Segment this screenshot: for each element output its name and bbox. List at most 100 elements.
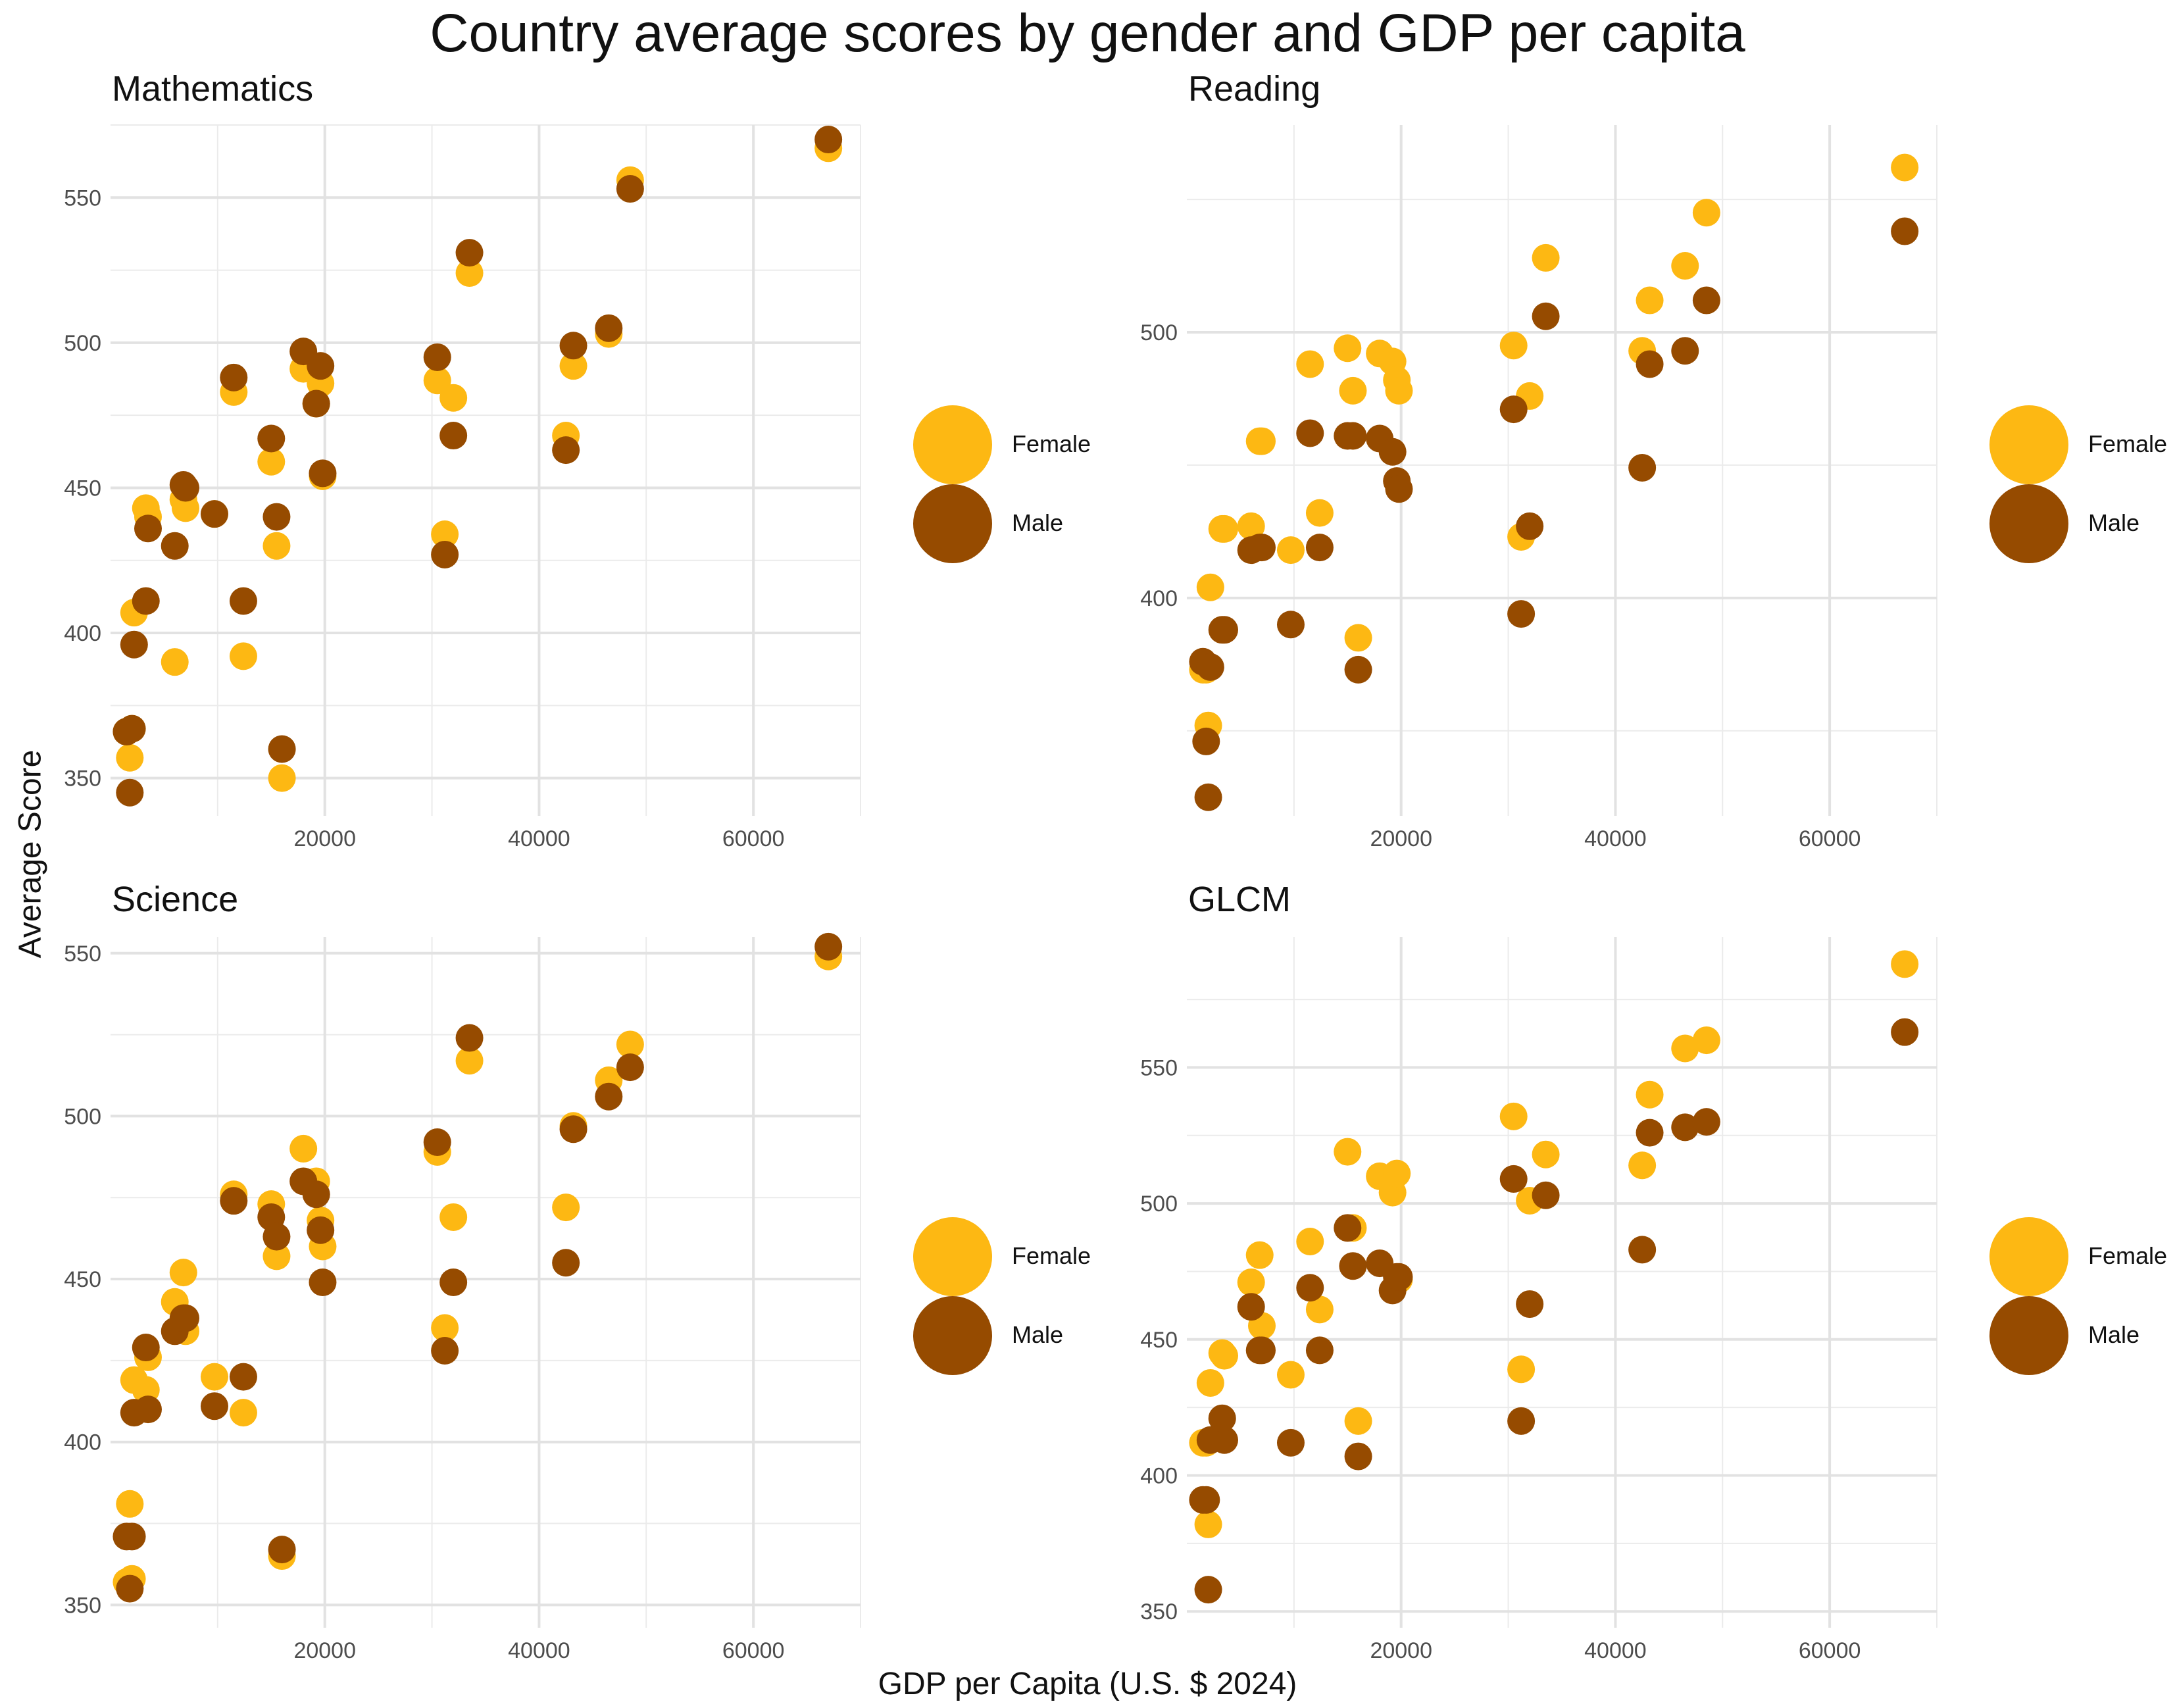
data-point-male bbox=[1532, 302, 1560, 330]
legend-label: Male bbox=[1012, 509, 1064, 536]
data-point-female bbox=[1507, 1355, 1536, 1384]
data-point-male bbox=[302, 389, 330, 418]
data-point-male bbox=[1628, 1236, 1657, 1264]
data-point-female bbox=[1276, 536, 1305, 565]
data-point-female bbox=[1671, 252, 1699, 280]
legend: Female Male bbox=[913, 405, 1124, 576]
y-tick-label: 350 bbox=[64, 766, 101, 791]
data-point-male bbox=[616, 1053, 644, 1082]
data-point-female bbox=[1305, 499, 1334, 527]
data-point-male bbox=[1671, 1113, 1699, 1142]
data-point-male bbox=[1296, 419, 1324, 447]
data-point-female bbox=[559, 352, 588, 380]
legend-label: Female bbox=[1012, 430, 1091, 457]
data-point-female bbox=[1196, 1369, 1224, 1397]
data-point-male bbox=[1891, 217, 1919, 245]
data-point-male bbox=[1378, 438, 1407, 466]
data-point-female bbox=[439, 1203, 468, 1231]
data-point-female bbox=[1891, 153, 1919, 182]
data-point-female bbox=[1532, 243, 1560, 272]
legend-item-female: Female bbox=[913, 405, 1124, 484]
data-point-male bbox=[161, 532, 189, 560]
data-point-male bbox=[559, 332, 588, 360]
y-tick-label: 500 bbox=[64, 1104, 101, 1129]
scatter-plot-mathematics: 20000 40000 60000 350 400 450 500 550 bbox=[64, 124, 861, 851]
data-point-female bbox=[431, 520, 459, 549]
data-point-male bbox=[1507, 600, 1536, 628]
chart-main-title: Country average scores by gender and GDP… bbox=[430, 3, 1745, 63]
y-tick-label: 400 bbox=[1140, 586, 1178, 611]
data-point-male bbox=[220, 363, 248, 391]
data-point-female bbox=[262, 1242, 291, 1270]
data-point-male bbox=[1499, 395, 1528, 424]
x-tick-label: 60000 bbox=[1799, 826, 1861, 851]
data-point-male bbox=[268, 1536, 296, 1564]
data-point-male bbox=[1344, 1442, 1372, 1470]
data-point-male bbox=[559, 1115, 588, 1143]
legend-label: Female bbox=[2088, 1242, 2168, 1269]
data-point-female bbox=[200, 1363, 228, 1391]
data-point-female bbox=[1196, 573, 1224, 601]
y-tick-label: 350 bbox=[64, 1593, 101, 1618]
data-point-female bbox=[439, 384, 468, 412]
data-point-female bbox=[423, 366, 451, 395]
data-point-female bbox=[1248, 427, 1276, 455]
data-point-male bbox=[1636, 1118, 1664, 1147]
x-tick-label: 40000 bbox=[508, 1638, 570, 1663]
data-point-male bbox=[134, 515, 162, 543]
data-point-female bbox=[1628, 1151, 1657, 1180]
data-point-female bbox=[1194, 1510, 1222, 1538]
data-point-female bbox=[1671, 1034, 1699, 1063]
data-point-female bbox=[172, 494, 199, 522]
data-point-male bbox=[1385, 475, 1413, 503]
data-point-male bbox=[1636, 350, 1664, 378]
data-point-female bbox=[1237, 1268, 1265, 1296]
data-point-male bbox=[595, 1082, 623, 1111]
data-point-female bbox=[1334, 1138, 1362, 1166]
data-point-female bbox=[616, 1030, 644, 1059]
data-point-female bbox=[1383, 1159, 1411, 1188]
data-point-male bbox=[172, 1304, 199, 1332]
panel-title: GLCM bbox=[1188, 880, 1291, 919]
legend-item-female: Female bbox=[1989, 1217, 2175, 1296]
y-tick-label: 550 bbox=[64, 186, 101, 211]
panel-title: Reading bbox=[1188, 69, 1321, 109]
data-point-female bbox=[1276, 1361, 1305, 1389]
data-point-male bbox=[552, 1249, 580, 1277]
x-tick-label: 40000 bbox=[1584, 826, 1647, 851]
x-tick-label: 20000 bbox=[1370, 1638, 1432, 1663]
data-point-male bbox=[1339, 1252, 1367, 1280]
data-point-female bbox=[229, 642, 257, 670]
y-tick-label: 350 bbox=[1140, 1599, 1178, 1624]
data-point-male bbox=[1237, 1293, 1265, 1321]
data-point-female bbox=[1636, 1080, 1664, 1109]
data-point-female bbox=[1208, 1339, 1236, 1367]
data-point-male bbox=[439, 422, 468, 450]
y-tick-label: 450 bbox=[1140, 1328, 1178, 1353]
data-point-male bbox=[1507, 1407, 1536, 1435]
data-point-female bbox=[229, 1399, 257, 1427]
data-point-female bbox=[161, 648, 189, 676]
legend-swatch bbox=[913, 405, 992, 484]
data-point-male bbox=[1532, 1181, 1560, 1209]
data-point-female bbox=[455, 1047, 484, 1075]
x-tick-label: 40000 bbox=[1584, 1638, 1647, 1663]
legend-swatch bbox=[1989, 1296, 2068, 1375]
y-axis-label: Average Score bbox=[12, 749, 48, 959]
data-point-male bbox=[307, 352, 335, 380]
data-point-female bbox=[1296, 1227, 1324, 1255]
data-point-male bbox=[309, 459, 337, 488]
data-point-male bbox=[814, 126, 843, 154]
data-point-female bbox=[1385, 376, 1413, 405]
legend-swatch bbox=[1989, 484, 2068, 563]
data-point-male bbox=[1671, 337, 1699, 365]
data-point-male bbox=[1208, 616, 1236, 644]
panel-title: Mathematics bbox=[112, 69, 314, 109]
y-tick-label: 500 bbox=[1140, 320, 1178, 345]
data-point-female bbox=[552, 1193, 580, 1222]
data-point-female bbox=[289, 1134, 318, 1163]
data-point-male bbox=[1211, 1426, 1238, 1454]
data-point-male bbox=[439, 1268, 468, 1296]
legend-item-male: Male bbox=[913, 484, 1124, 563]
data-point-male bbox=[220, 1187, 248, 1215]
